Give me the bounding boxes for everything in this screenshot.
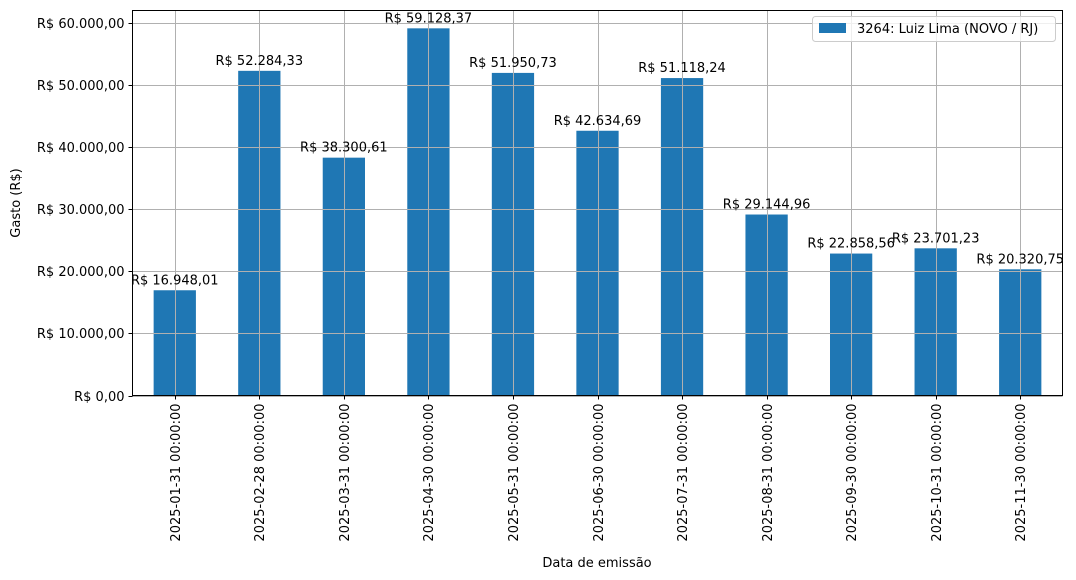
axes-frame (132, 10, 1063, 396)
bar (576, 130, 619, 396)
bar-value-label: R$ 22.858,56 (807, 237, 895, 252)
bar-value-label: R$ 51.118,24 (638, 61, 726, 76)
legend: 3264: Luiz Lima (NOVO / RJ) (812, 16, 1056, 42)
y-tick-label: R$ 20.000,00 (37, 265, 125, 280)
x-gridlines-overlay (175, 10, 1021, 396)
bar-value-label: R$ 42.634,69 (554, 114, 642, 129)
bar-value-labels: R$ 16.948,01 R$ 52.284,33 R$ 38.300,61 R$ 5… (131, 11, 1064, 288)
x-tick-label: 2025-03-31 00:00:00 (338, 404, 353, 542)
bar-value-label: R$ 23.701,23 (892, 231, 980, 246)
x-tick-label: 2025-06-30 00:00:00 (592, 404, 607, 542)
bar-value-label: R$ 52.284,33 (216, 54, 304, 69)
y-axis-ticks: R$ 0,00 R$ 10.000,00 R$ 20.000,00 R$ 30.000… (37, 17, 133, 405)
bar-value-label: R$ 16.948,01 (131, 273, 219, 288)
legend-label: 3264: Luiz Lima (NOVO / RJ) (857, 22, 1038, 37)
x-axis-ticks: 2025-01-31 00:00:00 2025-02-28 00:00:00 20… (169, 395, 1029, 542)
x-tick-label: 2025-07-31 00:00:00 (676, 404, 691, 542)
bar-value-label: R$ 29.144,96 (723, 198, 811, 213)
bar-value-label: R$ 51.950,73 (469, 56, 557, 71)
x-tick-label: 2025-02-28 00:00:00 (253, 404, 268, 542)
x-tick-label: 2025-04-30 00:00:00 (422, 404, 437, 542)
x-tick-label: 2025-11-30 00:00:00 (1014, 404, 1029, 542)
bar-value-label: R$ 59.128,37 (385, 11, 473, 26)
x-tick-label: 2025-01-31 00:00:00 (169, 404, 184, 542)
bar (745, 214, 788, 396)
y-tick-label: R$ 10.000,00 (37, 327, 125, 342)
y-tick-label: R$ 50.000,00 (37, 79, 125, 94)
bar-value-label: R$ 20.320,75 (976, 252, 1064, 267)
y-tick-label: R$ 0,00 (74, 390, 124, 405)
x-axis-title: Data de emissão (542, 556, 651, 571)
y-gridlines-overlay (132, 23, 1063, 397)
y-tick-label: R$ 40.000,00 (37, 141, 125, 156)
x-tick-label: 2025-05-31 00:00:00 (507, 404, 522, 542)
bars (153, 28, 1042, 396)
bar (491, 72, 535, 396)
x-tick-label: 2025-10-31 00:00:00 (930, 404, 945, 542)
bar (914, 248, 957, 396)
bar-value-label: R$ 38.300,61 (300, 141, 388, 156)
bar (153, 290, 196, 396)
y-axis-title: Gasto (R$) (9, 168, 24, 237)
y-tick-label: R$ 30.000,00 (37, 203, 125, 218)
x-tick-label: 2025-09-30 00:00:00 (845, 404, 860, 542)
y-tick-label: R$ 60.000,00 (37, 17, 125, 32)
legend-frame (812, 16, 1056, 42)
x-tick-label: 2025-08-31 00:00:00 (761, 404, 776, 542)
bar (322, 157, 365, 396)
legend-swatch (819, 23, 846, 33)
